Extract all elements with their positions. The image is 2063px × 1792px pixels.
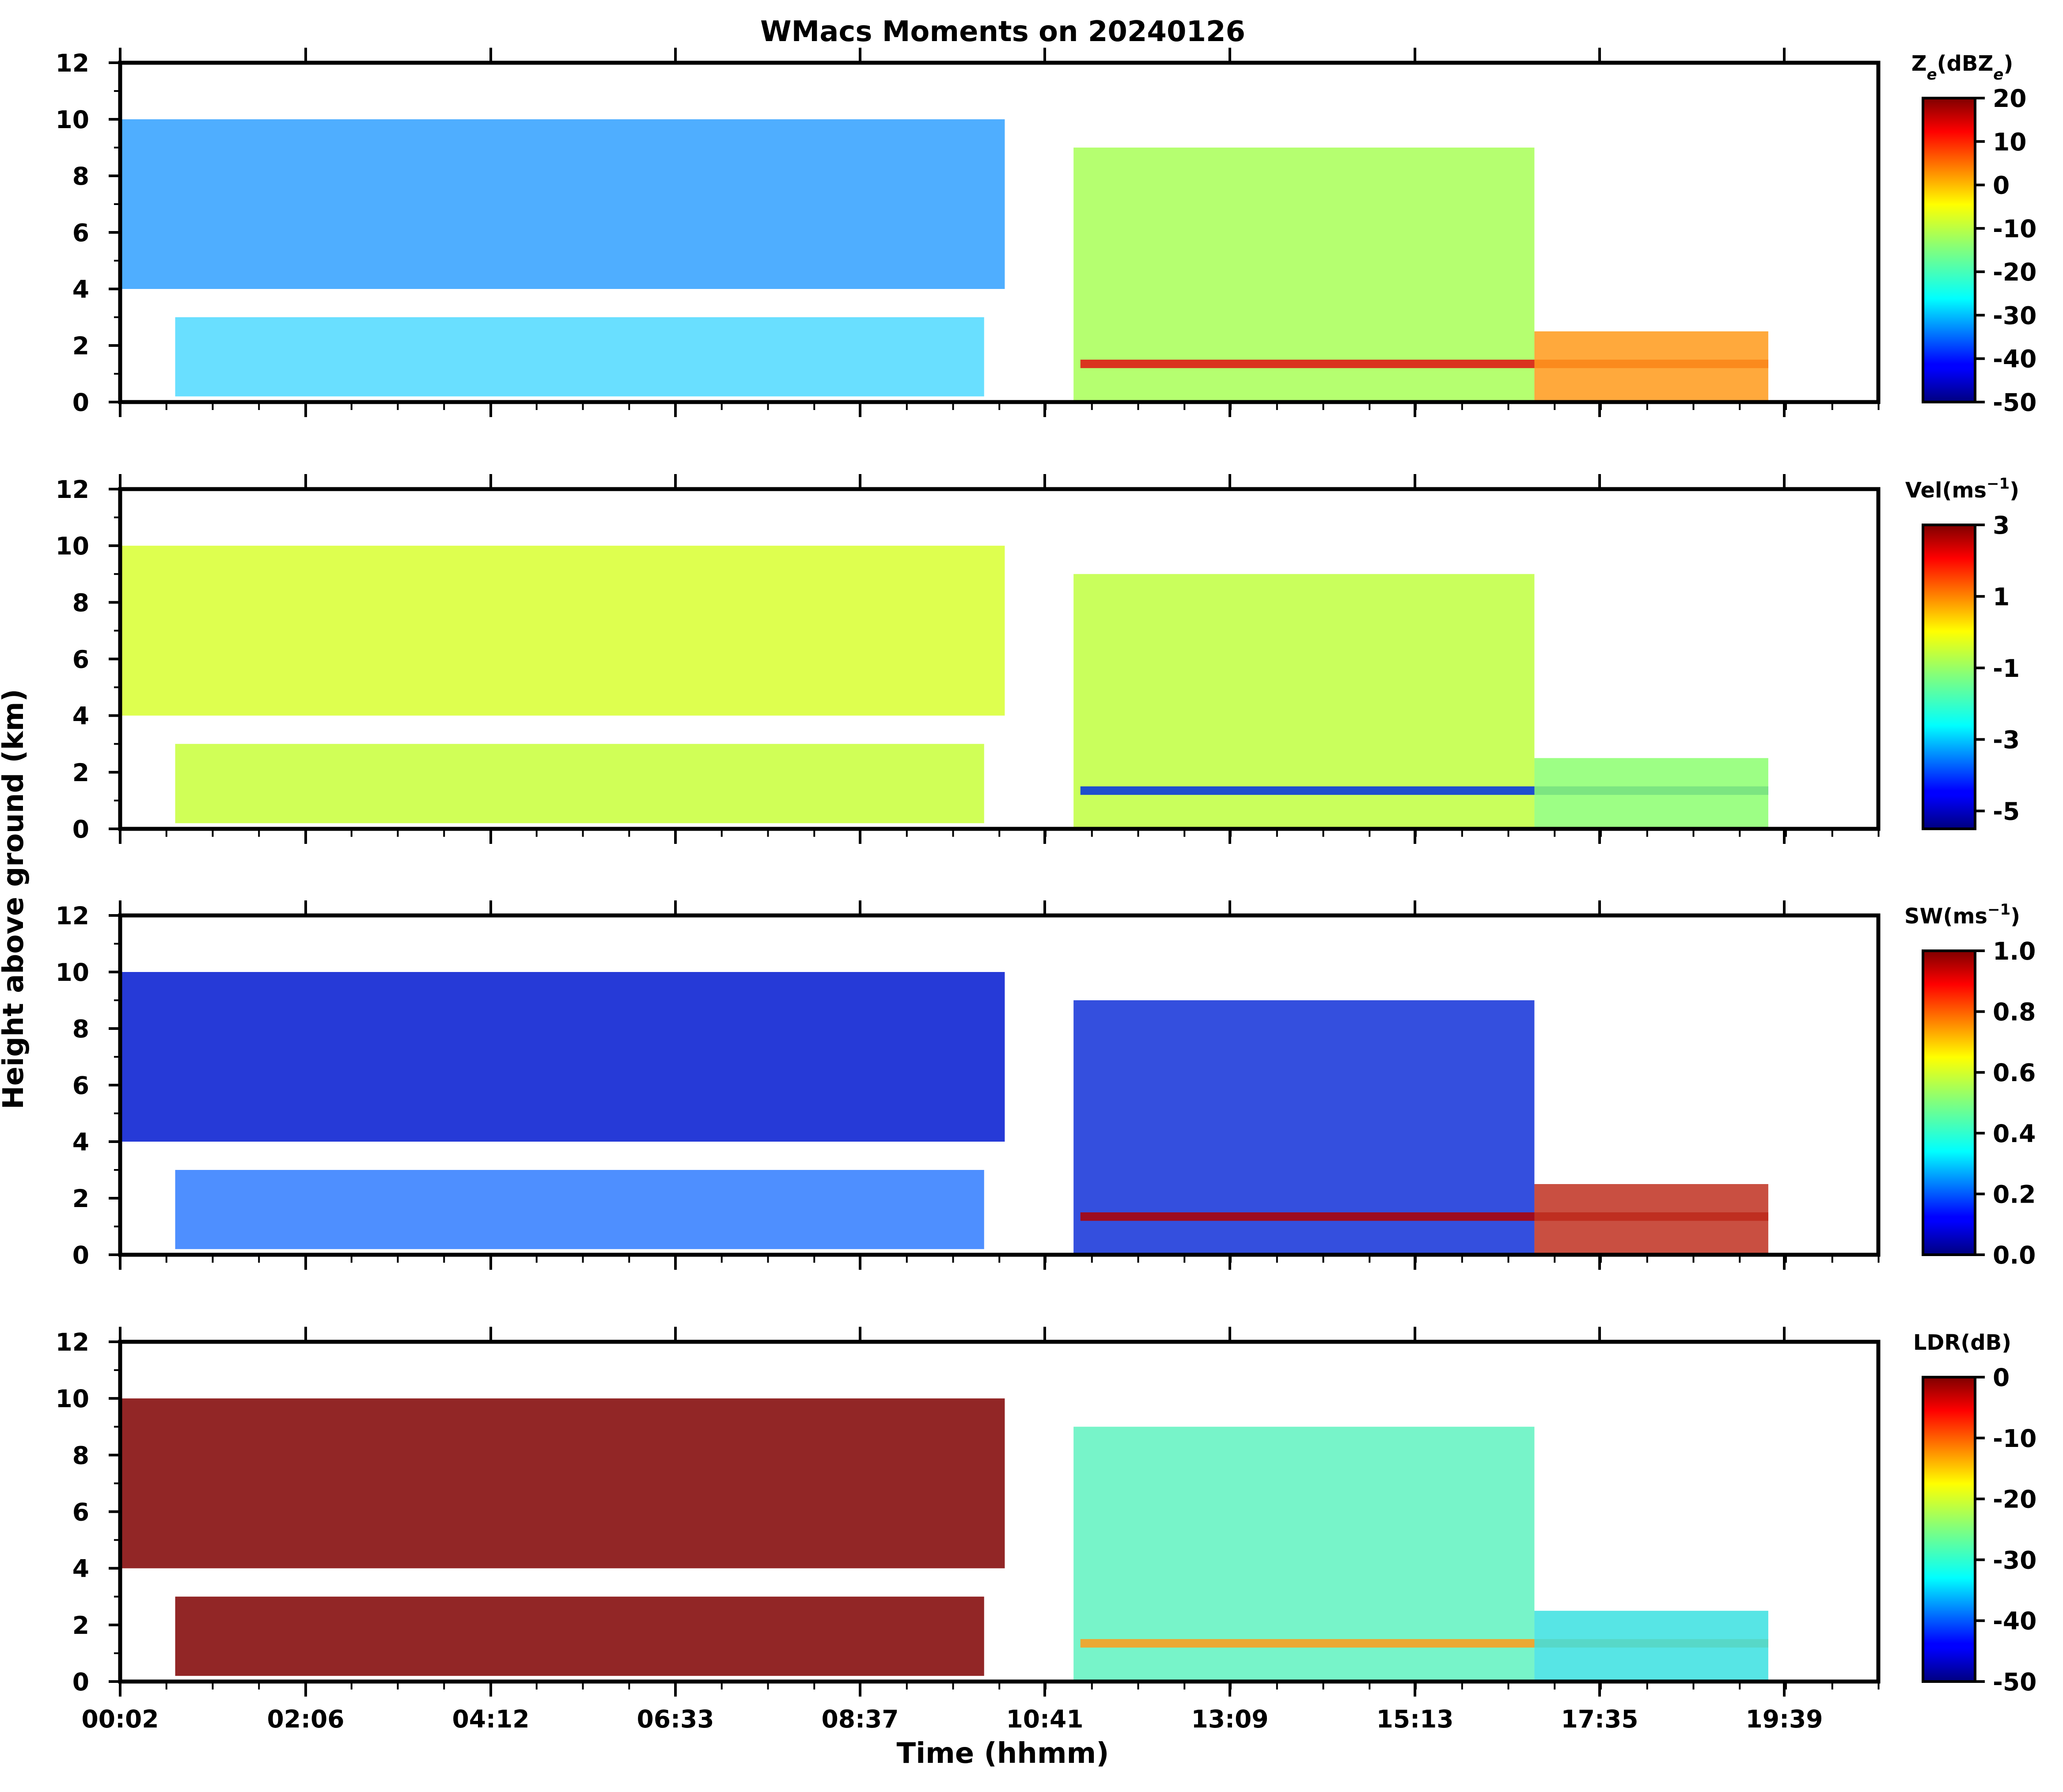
colorbar (1922, 524, 1976, 830)
panel-linear-depolarization-ratio: 0 2 4 6 8 10 12 00:02 02:06 04:12 06:33 08:37 10:41 1… (55, 1327, 2036, 1733)
y-tick-label: 8 (72, 588, 89, 617)
y-tick-label: 0 (72, 388, 89, 417)
colorbar-label: LDR(dB) (1913, 1330, 2011, 1355)
colorbar-label: Ze(dBZe) (1911, 51, 2014, 84)
y-tick-label: 8 (72, 162, 89, 190)
echo-cirrus-patches (120, 119, 1005, 289)
panel-reflectivity: 0 2 4 6 8 10 12 20 10 0 -10 -20 -30 -40 -50 Ze(dBZe) (55, 48, 2036, 417)
x-tick-label: 15:13 (1376, 1705, 1453, 1733)
x-tick-label: 04:12 (452, 1705, 529, 1733)
colorbar-tick-label: -40 (1993, 345, 2036, 373)
echo-trailing-low-cloud (1534, 758, 1768, 829)
echo-cirrus-patches (120, 546, 1005, 716)
colorbar-tick-label: 0.6 (1993, 1059, 2036, 1087)
colorbar-tick-label: -40 (1993, 1607, 2036, 1635)
colorbar-label: Vel(ms−1) (1905, 475, 2019, 503)
y-tick-label: 8 (72, 1015, 89, 1043)
echo-low-cloud-deck (175, 1170, 984, 1249)
x-tick-label: 00:02 (81, 1705, 159, 1733)
y-tick-label: 0 (72, 1668, 89, 1696)
y-tick-label: 6 (72, 219, 89, 247)
colorbar-tick-label: -10 (1993, 215, 2036, 243)
y-tick-label: 10 (55, 532, 89, 560)
colorbar-tick-label: 0 (1993, 1363, 2010, 1392)
x-axis-label: Time (hhmm) (897, 1737, 1109, 1770)
panel-spectrum-width: 0 2 4 6 8 10 12 1.0 0.8 0.6 0.4 0.2 0.0 SW(ms−1) (55, 900, 2036, 1270)
colorbar-tick-label: 3 (1993, 511, 2010, 539)
x-tick-label: 13:09 (1191, 1705, 1268, 1733)
colorbar-tick-label: -1 (1993, 654, 2020, 683)
x-tick-label: 02:06 (267, 1705, 344, 1733)
y-tick-label: 0 (72, 815, 89, 843)
colorbar-tick-label: 0.4 (1993, 1120, 2036, 1148)
colorbar-tick-label: -30 (1993, 1546, 2036, 1574)
y-tick-label: 4 (72, 275, 89, 304)
colorbar (1922, 1376, 1976, 1683)
y-tick-label: 8 (72, 1441, 89, 1469)
colorbar-tick-label: 1 (1993, 583, 2010, 611)
echo-cirrus-patches (120, 972, 1005, 1142)
colorbar-tick-label: -20 (1993, 258, 2036, 286)
y-axis-label: Height above ground (km) (0, 689, 30, 1109)
colorbar (1922, 97, 1976, 403)
x-tick-label: 17:35 (1561, 1705, 1638, 1733)
colorbar-label: SW(ms−1) (1904, 901, 2020, 929)
y-tick-label: 2 (72, 1611, 89, 1640)
y-tick-label: 4 (72, 1128, 89, 1156)
echo-trailing-low-cloud (1534, 1184, 1768, 1255)
colorbar-tick-label: -50 (1993, 1668, 2036, 1696)
colorbar-tick-label: 0.8 (1993, 998, 2036, 1026)
y-tick-label: 6 (72, 1498, 89, 1526)
colorbar-tick-label: -50 (1993, 388, 2036, 417)
colorbar-tick-label: -30 (1993, 301, 2036, 330)
y-tick-label: 2 (72, 759, 89, 787)
colorbar-tick-label: -10 (1993, 1424, 2036, 1453)
y-tick-label: 10 (55, 958, 89, 987)
colorbar-tick-label: 0 (1993, 171, 2010, 200)
x-tick-label: 10:41 (1006, 1705, 1083, 1733)
y-tick-label: 4 (72, 702, 89, 730)
panel-doppler-velocity: 0 2 4 6 8 10 12 3 1 -1 -3 -5 Vel(ms−1) (55, 474, 2020, 844)
colorbar-tick-label: 20 (1993, 84, 2027, 113)
y-tick-label: 12 (55, 49, 89, 77)
echo-cirrus-patches (120, 1398, 1005, 1568)
y-tick-label: 12 (55, 475, 89, 504)
echo-low-cloud-deck (175, 317, 984, 397)
figure-title: WMacs Moments on 20240126 (760, 15, 1245, 48)
x-tick-label: 08:37 (821, 1705, 899, 1733)
echo-low-cloud-deck (175, 744, 984, 824)
colorbar-tick-label: 1.0 (1993, 937, 2036, 965)
panels: 02468101220100-10-20-30-40-50Ze(dBZe)024… (55, 48, 2036, 1733)
y-tick-label: 12 (55, 1328, 89, 1356)
x-tick-label: 06:33 (637, 1705, 714, 1733)
y-tick-label: 4 (72, 1555, 89, 1583)
y-tick-label: 6 (72, 1071, 89, 1100)
y-tick-label: 10 (55, 1385, 89, 1413)
colorbar-tick-label: -5 (1993, 797, 2020, 826)
y-tick-label: 2 (72, 1185, 89, 1213)
y-tick-label: 12 (55, 902, 89, 930)
y-tick-label: 10 (55, 106, 89, 134)
colorbar-tick-label: -20 (1993, 1485, 2036, 1514)
colorbar (1922, 949, 1976, 1256)
echo-low-cloud-deck (175, 1596, 984, 1676)
echo-trailing-low-cloud (1534, 1610, 1768, 1682)
colorbar-tick-label: 0.2 (1993, 1180, 2036, 1208)
echo-trailing-low-cloud (1534, 331, 1768, 402)
colorbar-tick-label: 10 (1993, 128, 2027, 156)
y-tick-label: 0 (72, 1241, 89, 1269)
y-tick-label: 6 (72, 645, 89, 674)
colorbar-tick-label: -3 (1993, 726, 2020, 754)
colorbar-tick-label: 0.0 (1993, 1241, 2036, 1269)
y-tick-label: 2 (72, 332, 89, 360)
x-tick-label: 19:39 (1745, 1705, 1823, 1733)
